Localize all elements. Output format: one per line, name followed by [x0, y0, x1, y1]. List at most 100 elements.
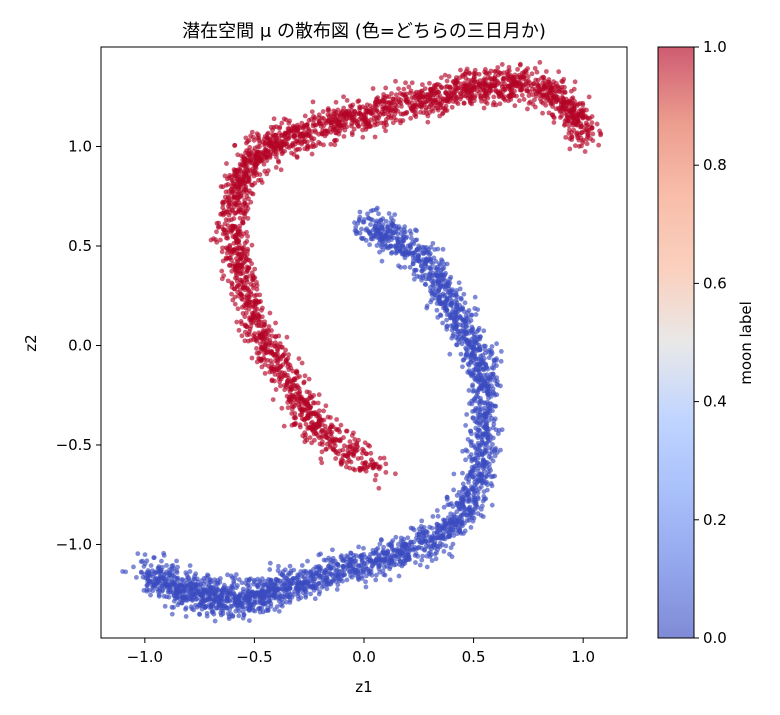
- data-point: [473, 497, 479, 503]
- data-point: [578, 135, 584, 141]
- data-point: [431, 83, 437, 88]
- data-point: [437, 82, 442, 88]
- data-point: [283, 347, 289, 353]
- data-point: [254, 292, 259, 298]
- data-point: [444, 297, 450, 303]
- data-point: [392, 471, 398, 477]
- data-point: [255, 144, 261, 150]
- data-point: [427, 110, 432, 115]
- data-point: [441, 549, 447, 554]
- chart-title: 潜在空間 μ の散布図 (色=どちらの三日月か): [182, 21, 546, 42]
- data-point: [272, 378, 277, 384]
- data-point: [569, 134, 575, 140]
- data-point: [309, 137, 315, 143]
- data-point: [233, 572, 239, 577]
- data-point: [590, 131, 596, 137]
- data-point: [452, 81, 458, 87]
- data-point: [285, 405, 291, 411]
- data-point: [427, 524, 433, 530]
- data-point: [402, 264, 408, 270]
- data-point: [256, 355, 262, 361]
- data-point: [302, 399, 307, 405]
- data-point: [232, 275, 238, 281]
- data-point: [521, 74, 527, 80]
- data-point: [378, 557, 384, 563]
- data-point: [470, 388, 476, 394]
- data-point: [468, 345, 474, 350]
- data-point: [280, 139, 286, 145]
- data-point: [373, 557, 379, 563]
- data-point: [261, 161, 267, 167]
- data-point: [267, 310, 273, 316]
- data-point: [489, 365, 495, 371]
- data-point: [344, 564, 350, 570]
- data-point: [296, 398, 302, 403]
- data-point: [393, 553, 399, 559]
- data-point: [318, 456, 324, 462]
- data-point: [322, 133, 328, 139]
- data-point: [262, 589, 268, 595]
- data-point: [232, 142, 238, 148]
- data-point: [254, 131, 260, 137]
- data-point: [275, 372, 281, 378]
- data-point: [270, 593, 276, 598]
- data-point: [422, 272, 428, 278]
- data-point: [223, 189, 229, 195]
- data-point: [241, 612, 247, 618]
- data-point: [417, 562, 423, 568]
- data-point: [242, 172, 248, 178]
- data-point: [248, 291, 254, 297]
- data-point: [289, 411, 295, 416]
- data-point: [440, 96, 446, 102]
- data-point: [198, 581, 204, 587]
- data-point: [156, 593, 162, 599]
- data-point: [386, 211, 392, 216]
- data-point: [330, 555, 336, 561]
- data-point: [494, 78, 500, 84]
- data-point: [236, 239, 242, 245]
- data-point: [226, 199, 232, 205]
- data-point: [249, 270, 255, 276]
- data-point: [440, 524, 445, 530]
- data-point: [387, 577, 393, 583]
- data-point: [232, 234, 238, 240]
- data-point: [162, 603, 168, 609]
- data-point: [510, 81, 515, 87]
- data-point: [483, 88, 489, 94]
- data-point: [458, 351, 464, 357]
- data-point: [287, 379, 293, 385]
- data-point: [476, 427, 482, 433]
- data-point: [391, 547, 397, 553]
- data-point: [306, 376, 312, 382]
- data-point: [447, 533, 452, 539]
- data-point: [249, 242, 255, 248]
- data-point: [286, 130, 291, 135]
- data-point: [471, 71, 477, 77]
- data-point: [466, 479, 471, 485]
- data-point: [301, 380, 307, 386]
- data-point: [293, 369, 299, 375]
- data-point: [286, 571, 292, 576]
- data-point: [417, 98, 423, 104]
- data-point: [261, 329, 267, 335]
- data-point: [308, 395, 314, 401]
- data-point: [230, 178, 236, 183]
- data-point: [279, 584, 285, 590]
- data-point: [376, 564, 381, 570]
- data-point: [243, 157, 248, 163]
- data-point: [183, 614, 189, 619]
- data-point: [324, 586, 330, 592]
- data-point: [272, 132, 278, 138]
- data-point: [556, 105, 562, 111]
- data-point: [551, 94, 556, 100]
- data-point: [472, 398, 478, 404]
- data-point: [256, 154, 262, 160]
- data-point: [584, 115, 590, 121]
- data-point: [460, 481, 466, 487]
- data-point: [485, 469, 491, 474]
- data-point: [417, 92, 423, 98]
- data-point: [310, 99, 316, 105]
- data-point: [390, 96, 396, 102]
- data-point: [499, 427, 505, 433]
- data-point: [572, 98, 577, 104]
